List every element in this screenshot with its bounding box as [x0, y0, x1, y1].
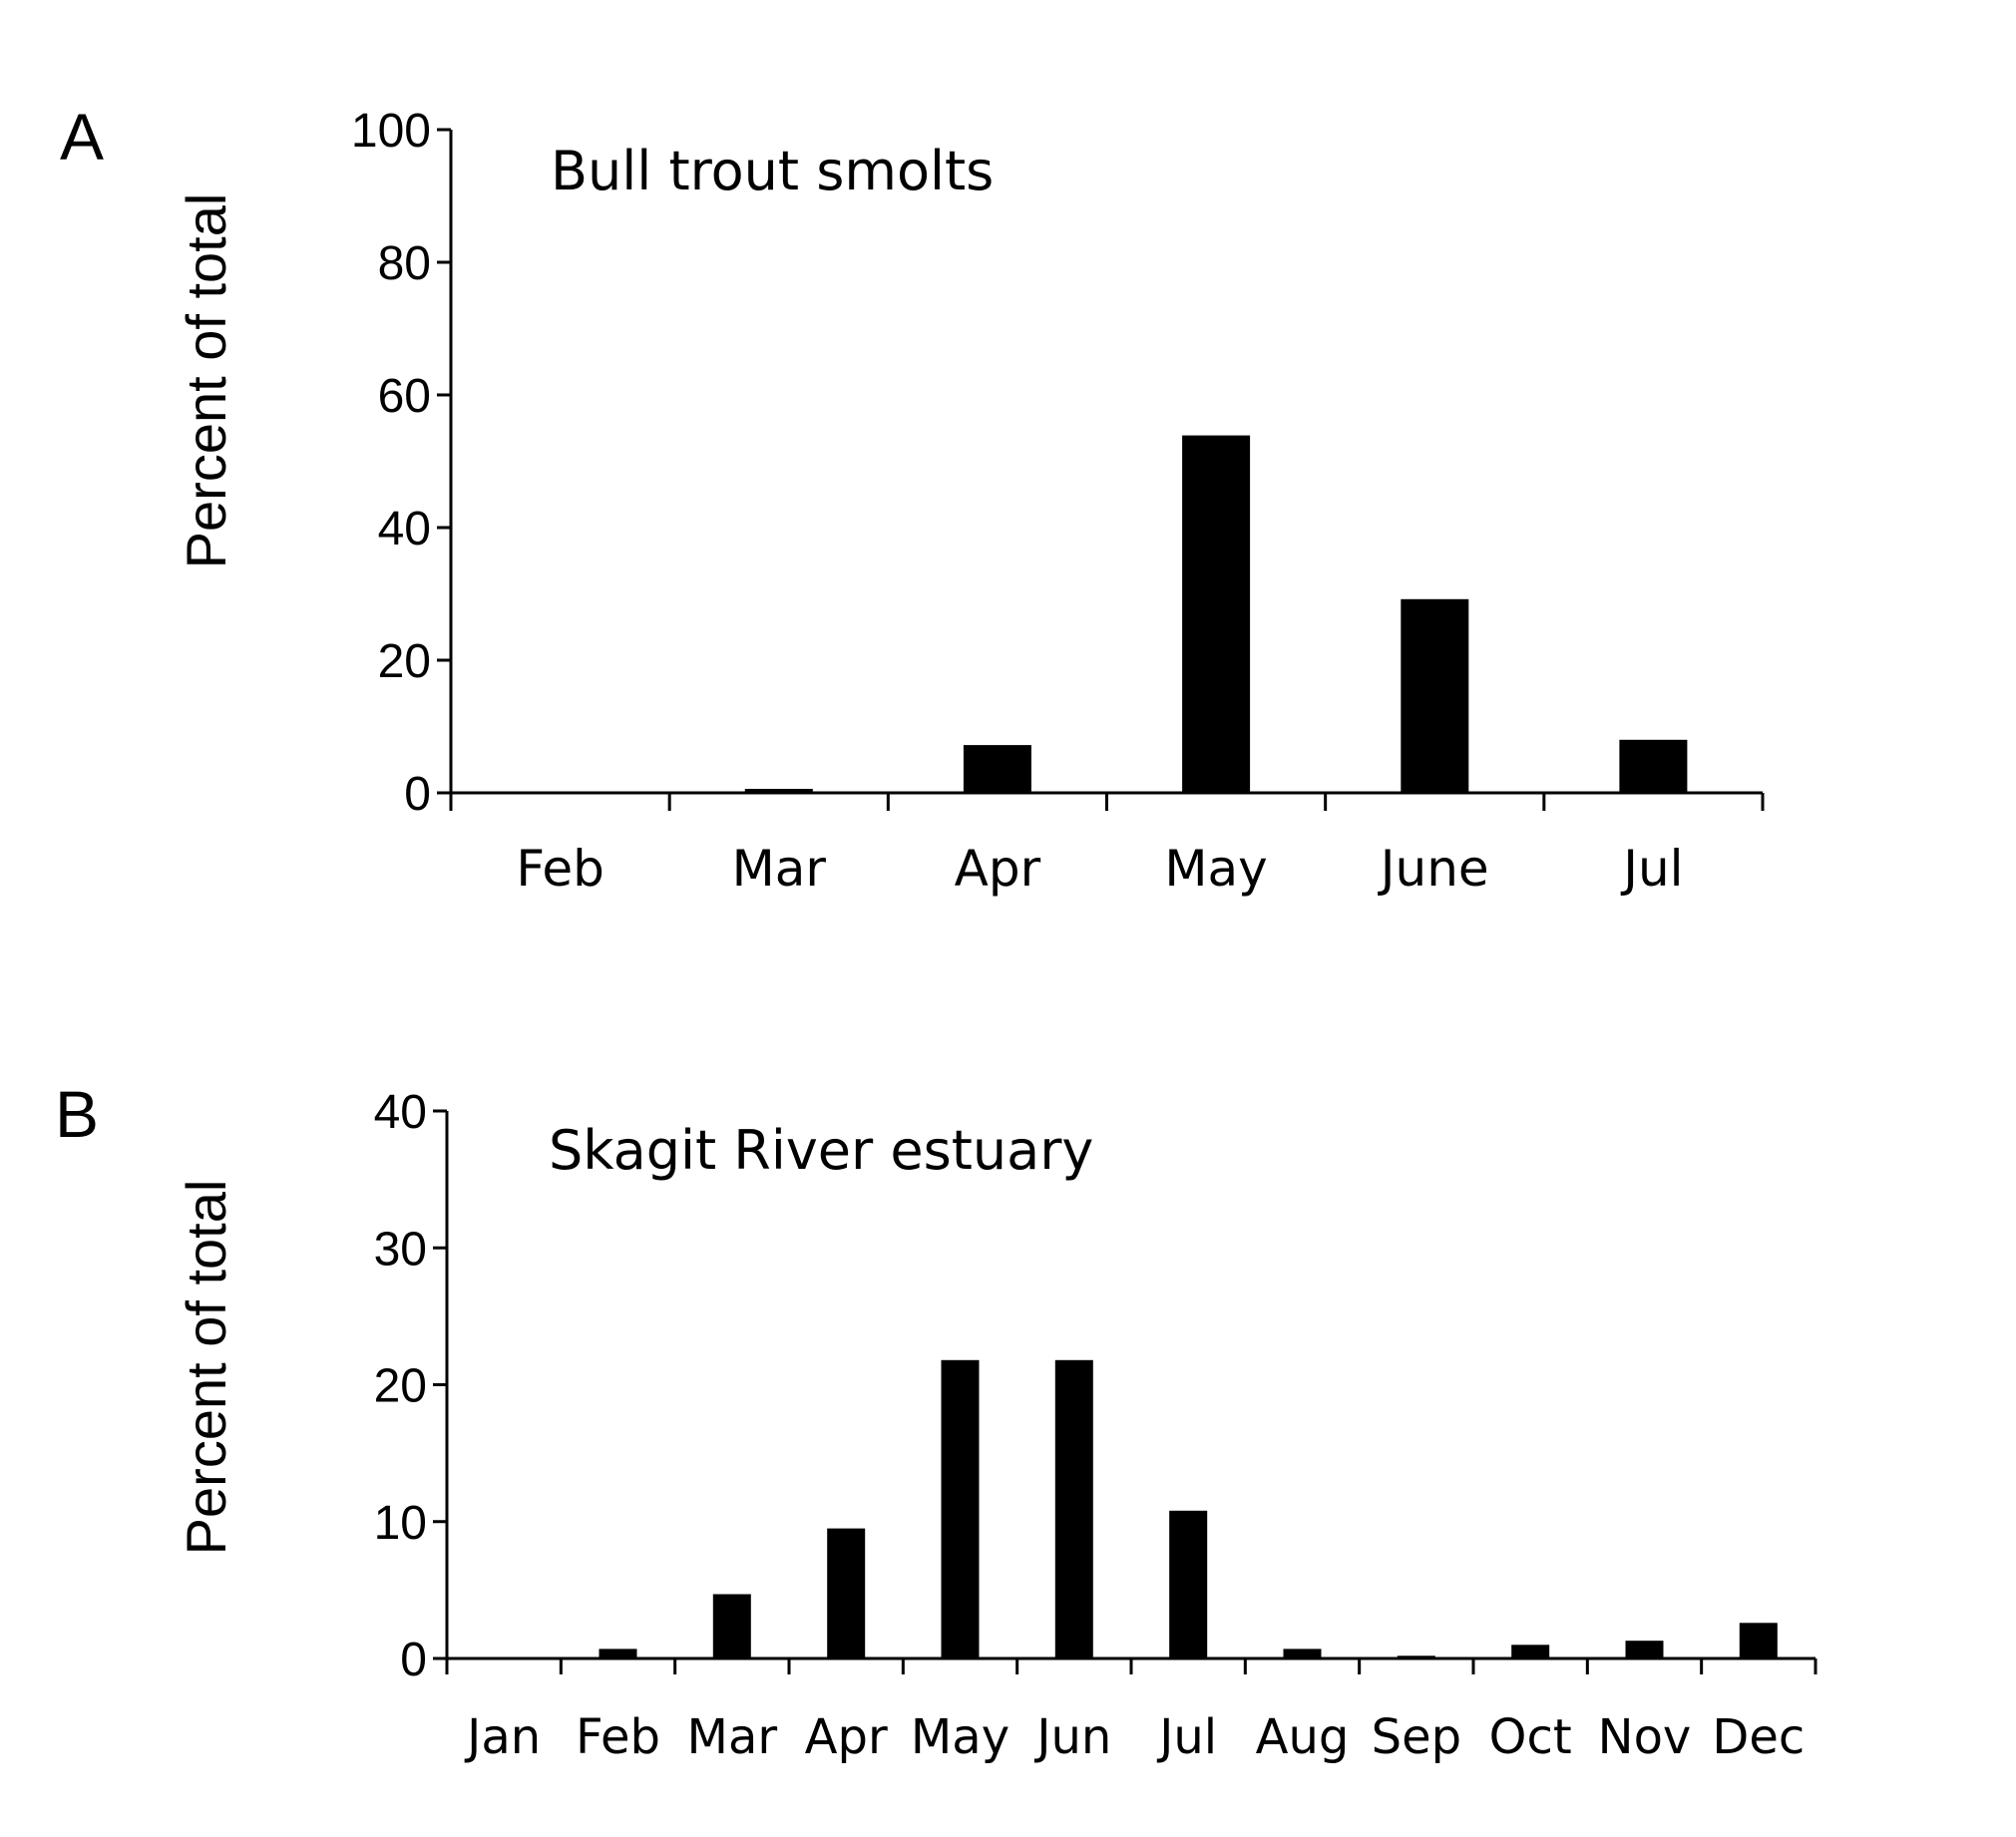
panel-b-bar-oct [1511, 1645, 1550, 1658]
panel-a-y-ticks: 0 20 40 60 80 100 [351, 105, 451, 821]
panel-a-x-tick-label: Apr [955, 840, 1041, 898]
panel-b-y-tick-label: 40 [374, 1086, 427, 1139]
panel-a-y-tick-label: 40 [378, 503, 431, 555]
panel-b-bars [599, 1359, 1778, 1658]
panel-b-x-tick-label: Apr [805, 1709, 888, 1765]
panel-b-bar-nov [1625, 1641, 1664, 1658]
panel-b-x-tick-label: Mar [687, 1709, 778, 1765]
panel-b-x-tick-label: Jul [1156, 1709, 1217, 1765]
panel-a-bars [744, 435, 1688, 793]
panel-b-bar-mar [712, 1594, 751, 1658]
panel-b-y-tick-label: 10 [374, 1497, 427, 1550]
panel-a-x-tick-label: Jul [1620, 840, 1683, 898]
panel-a-letter: A [60, 100, 104, 174]
panel-a-x-tick-label: June [1378, 840, 1489, 898]
panel-a-y-tick-label: 0 [404, 768, 431, 821]
panel-b-bar-feb [599, 1649, 637, 1658]
panel-a-bar-may [1182, 435, 1251, 793]
panel-a-y-axis-label: Percent of total [175, 193, 237, 569]
panel-b-x-tick-label: Dec [1712, 1709, 1805, 1765]
panel-b-bar-jul [1169, 1510, 1208, 1658]
panel-b-x-tick-label: May [911, 1709, 1009, 1765]
panel-b-bar-aug [1283, 1649, 1322, 1658]
panel-b-y-tick-label: 30 [374, 1223, 427, 1276]
panel-a-bar-mar [744, 789, 813, 793]
panel-b-x-ticks: Jan Feb Mar Apr May Jun Jul Aug Sep Oct Nov Dec [445, 1658, 1817, 1765]
panel-a-y-tick-label: 80 [378, 237, 431, 290]
panel-b-x-tick-label: Oct [1489, 1709, 1572, 1765]
panel-a-bar-apr [963, 745, 1031, 793]
panel-b-letter: B [55, 1077, 99, 1151]
panel-a-y-tick-label: 60 [378, 370, 431, 423]
panel-b-y-axis-label: Percent of total [175, 1180, 237, 1556]
panel-b-y-tick-label: 0 [400, 1634, 427, 1686]
panel-b-x-tick-label: Aug [1256, 1709, 1350, 1765]
panel-a-x-tick-label: May [1164, 840, 1267, 898]
panel-a-x-tick-label: Feb [516, 840, 605, 898]
panel-b-bar-jun [1054, 1359, 1093, 1658]
panel-b-bar-dec [1739, 1623, 1778, 1658]
panel-a-title: Bull trout smolts [551, 140, 994, 202]
panel-a-x-tick-label: Mar [732, 840, 827, 898]
panel-b-y-ticks: 0 10 20 30 40 [374, 1086, 447, 1686]
panel-b-x-tick-label: Jan [464, 1709, 541, 1765]
panel-b-title: Skagit River estuary [549, 1119, 1093, 1182]
panel-b-y-tick-label: 20 [374, 1360, 427, 1413]
panel-b-x-tick-label: Feb [576, 1709, 660, 1765]
panel-a-y-tick-label: 20 [378, 635, 431, 688]
panel-a-axes [437, 130, 1763, 811]
panel-a-x-ticks: Feb Mar Apr May June Jul [449, 793, 1765, 898]
panel-b-x-tick-label: Jun [1033, 1709, 1111, 1765]
panel-a: A Percent of total Bull trout smolts 0 20… [60, 100, 1765, 898]
panel-a-y-tick-label: 100 [351, 105, 431, 158]
panel-b-axes [433, 1111, 1815, 1674]
panel-b-x-tick-label: Sep [1372, 1709, 1461, 1765]
panel-a-bar-jul [1619, 739, 1688, 793]
panel-b-bar-may [941, 1359, 980, 1658]
panel-b: B Percent of total Skagit River estuary … [55, 1077, 1817, 1765]
panel-a-bar-june [1401, 598, 1469, 793]
panel-b-x-tick-label: Nov [1598, 1709, 1692, 1765]
panel-b-bar-apr [827, 1528, 866, 1658]
